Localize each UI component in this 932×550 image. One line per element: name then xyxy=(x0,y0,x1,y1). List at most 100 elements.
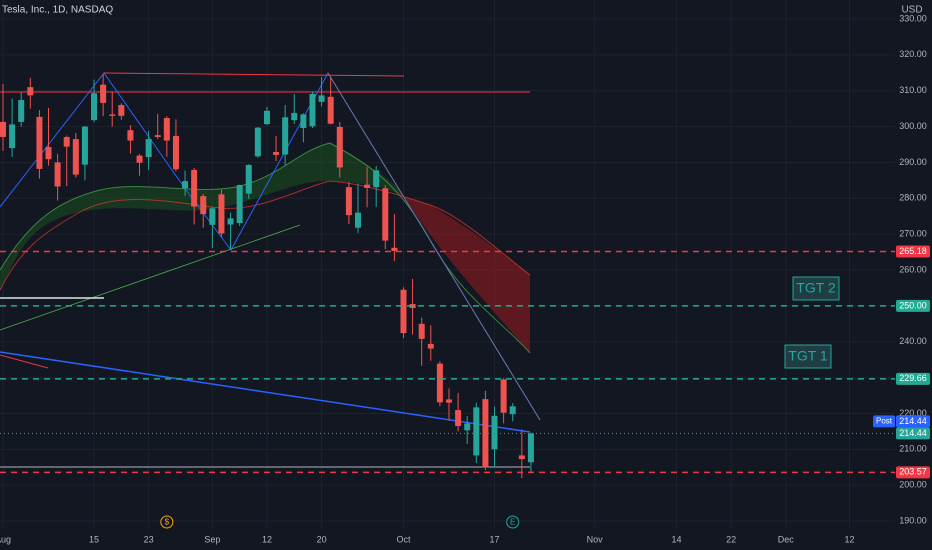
candle-body xyxy=(36,116,43,169)
candle-body xyxy=(518,455,525,459)
target-label: TGT 1 xyxy=(788,348,828,364)
candle-body xyxy=(145,139,152,158)
candle-body xyxy=(200,196,207,215)
candle-body xyxy=(245,164,252,194)
y-tick-label: 300.00 xyxy=(899,121,927,131)
time-axis xyxy=(0,530,932,550)
y-tick-label: 310.00 xyxy=(899,85,927,95)
y-tick-label: 220.00 xyxy=(899,408,927,418)
chart-title: Tesla, Inc., 1D, NASDAQ xyxy=(2,5,113,16)
candle-body xyxy=(427,343,434,349)
candle-body xyxy=(482,399,489,468)
x-tick-label: 14 xyxy=(672,534,682,544)
x-tick-label: 12 xyxy=(844,534,854,544)
y-tick-label: 200.00 xyxy=(899,480,927,490)
x-tick-label: 23 xyxy=(144,534,154,544)
candle-body xyxy=(100,84,107,103)
last-price-box xyxy=(896,427,930,440)
candle-body xyxy=(273,152,280,155)
candle-body xyxy=(91,93,98,121)
candle-body xyxy=(418,323,425,339)
candle-body xyxy=(63,136,70,147)
price-label-box xyxy=(896,245,930,258)
last-price-label: 214.44 xyxy=(899,428,927,438)
event-marker xyxy=(506,515,520,529)
candle-body xyxy=(163,117,170,141)
price-label: 250.00 xyxy=(899,300,927,310)
y-tick-label: 240.00 xyxy=(899,336,927,346)
candle-body xyxy=(464,423,471,431)
candle-body xyxy=(373,170,380,188)
candle-body xyxy=(509,406,516,415)
y-tick-label: 260.00 xyxy=(899,264,927,274)
candle-body xyxy=(446,399,453,403)
candle-body xyxy=(400,289,407,334)
candle-body xyxy=(81,126,88,165)
candle-body xyxy=(227,218,234,225)
candle-body xyxy=(491,415,498,450)
y-tick-label: 330.00 xyxy=(899,13,927,23)
target-box xyxy=(784,344,832,369)
candle-body xyxy=(318,95,325,102)
event-label: $ xyxy=(165,518,170,527)
candle-body xyxy=(500,379,507,413)
candle-body xyxy=(364,184,371,188)
candle-body xyxy=(455,410,462,427)
drawings xyxy=(0,72,541,468)
y-tick-label: 290.00 xyxy=(899,157,927,167)
candle-body xyxy=(382,188,389,241)
event-label: E xyxy=(510,518,515,527)
target-box xyxy=(792,276,840,301)
x-tick-label: 17 xyxy=(490,534,500,544)
candle-body xyxy=(282,117,289,155)
currency: USD xyxy=(901,5,922,16)
candle-body xyxy=(209,208,216,225)
candle-body xyxy=(109,114,116,116)
x-tick-label: Nov xyxy=(587,534,604,544)
candle-body xyxy=(254,127,261,157)
price-label-box xyxy=(896,299,930,312)
candle-body xyxy=(345,187,352,216)
x-tick-label: Oct xyxy=(396,534,411,544)
post-market-price: 214.44 xyxy=(899,416,927,426)
price-label: 203.57 xyxy=(899,467,927,477)
x-tick-label: 12 xyxy=(262,534,272,544)
price-label-box xyxy=(896,372,930,385)
target-label: TGT 2 xyxy=(796,280,836,296)
candle-body xyxy=(182,181,189,189)
candle-body xyxy=(118,105,125,116)
post-market-label: Post xyxy=(876,417,893,426)
candle-body xyxy=(0,121,7,137)
candle-body xyxy=(45,147,52,160)
candle-body xyxy=(236,185,243,224)
candle-body xyxy=(27,87,34,96)
x-tick-label: 22 xyxy=(726,534,736,544)
candle-body xyxy=(172,135,179,170)
candle-body xyxy=(291,112,298,121)
candle-body xyxy=(136,155,143,163)
candle-body xyxy=(391,247,398,252)
y-tick-label: 190.00 xyxy=(899,515,927,525)
post-market-tag xyxy=(873,415,895,428)
candle-body xyxy=(72,139,79,175)
candle-body xyxy=(191,169,198,207)
price-label-box xyxy=(896,466,930,479)
price-label: 265.18 xyxy=(899,246,927,256)
x-tick-label: Dec xyxy=(778,534,795,544)
candle-body xyxy=(263,110,270,125)
candle-body xyxy=(527,433,534,463)
candle-body xyxy=(300,114,307,129)
price-axis xyxy=(895,0,932,550)
candle-body xyxy=(354,212,361,228)
x-tick-label: Aug xyxy=(0,534,11,544)
y-tick-label: 320.00 xyxy=(899,49,927,59)
y-tick-label: 280.00 xyxy=(899,193,927,203)
candle-body xyxy=(327,96,334,124)
candle-body xyxy=(154,135,161,137)
price-label: 229.66 xyxy=(899,373,927,383)
y-tick-label: 210.00 xyxy=(899,444,927,454)
event-marker xyxy=(160,515,174,529)
candle-body xyxy=(336,126,343,168)
x-tick-label: 20 xyxy=(317,534,327,544)
